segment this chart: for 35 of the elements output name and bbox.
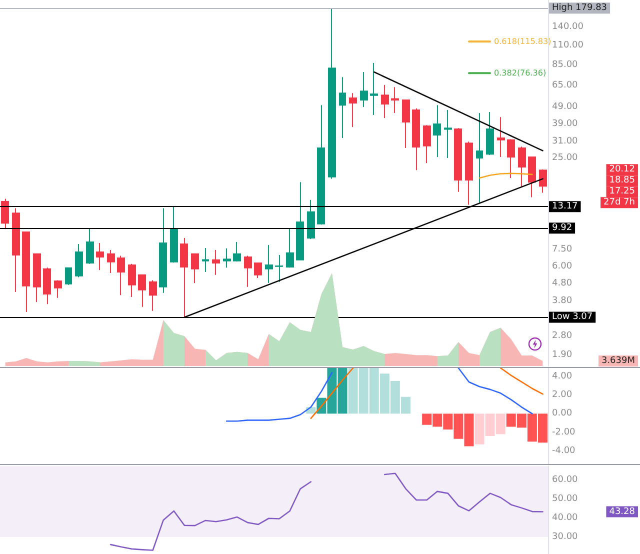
- y-tick-label: -2.00: [552, 427, 576, 438]
- y-tick-label: 65.00: [552, 80, 578, 90]
- y-tick-label: 39.00: [552, 119, 578, 130]
- y-tick-label: 140.00: [552, 22, 584, 32]
- y-tick-label: 4.00: [552, 371, 572, 382]
- text: 3.639M: [601, 356, 635, 366]
- y-tick-label: -4.00: [552, 446, 576, 456]
- y-tick-label: 50.00: [552, 494, 578, 504]
- y-tick-label: 0.00: [552, 408, 572, 419]
- y-tick-label: 1.90: [552, 350, 572, 360]
- ref-line-label: High 179.83: [552, 3, 608, 14]
- series-label: 0.382(76.36): [494, 68, 546, 78]
- text: 20.12: [609, 164, 635, 175]
- y-tick-label: 25.00: [552, 152, 578, 163]
- text: 17.25: [609, 186, 635, 197]
- y-tick-label: 4.80: [552, 278, 572, 288]
- y-tick-label: 31.00: [552, 136, 578, 147]
- y-tick-label: 110.00: [552, 40, 584, 50]
- series-label: 0.618(115.83): [494, 36, 552, 46]
- y-tick-label: 2.80: [552, 331, 572, 342]
- y-tick-label: 3.80: [552, 296, 572, 306]
- y-tick-label: 60.00: [552, 475, 578, 486]
- y-tick-label: 49.00: [552, 102, 578, 112]
- ref-line-label: Low 3.07: [552, 312, 593, 322]
- y-tick-label: 7.50: [552, 244, 572, 254]
- y-tick-label: 6.00: [552, 261, 572, 272]
- y-tick-label: 30.00: [552, 532, 578, 542]
- text: 43.28: [609, 506, 636, 517]
- text: 27d 7h: [604, 198, 635, 208]
- text: 18.85: [609, 176, 635, 186]
- ref-line-label: 9.92: [552, 223, 572, 234]
- ref-line-label: 13.17: [552, 202, 578, 212]
- y-tick-label: 85.00: [552, 60, 578, 70]
- y-tick-label: 40.00: [552, 512, 578, 523]
- y-tick-label: 2.00: [552, 390, 572, 400]
